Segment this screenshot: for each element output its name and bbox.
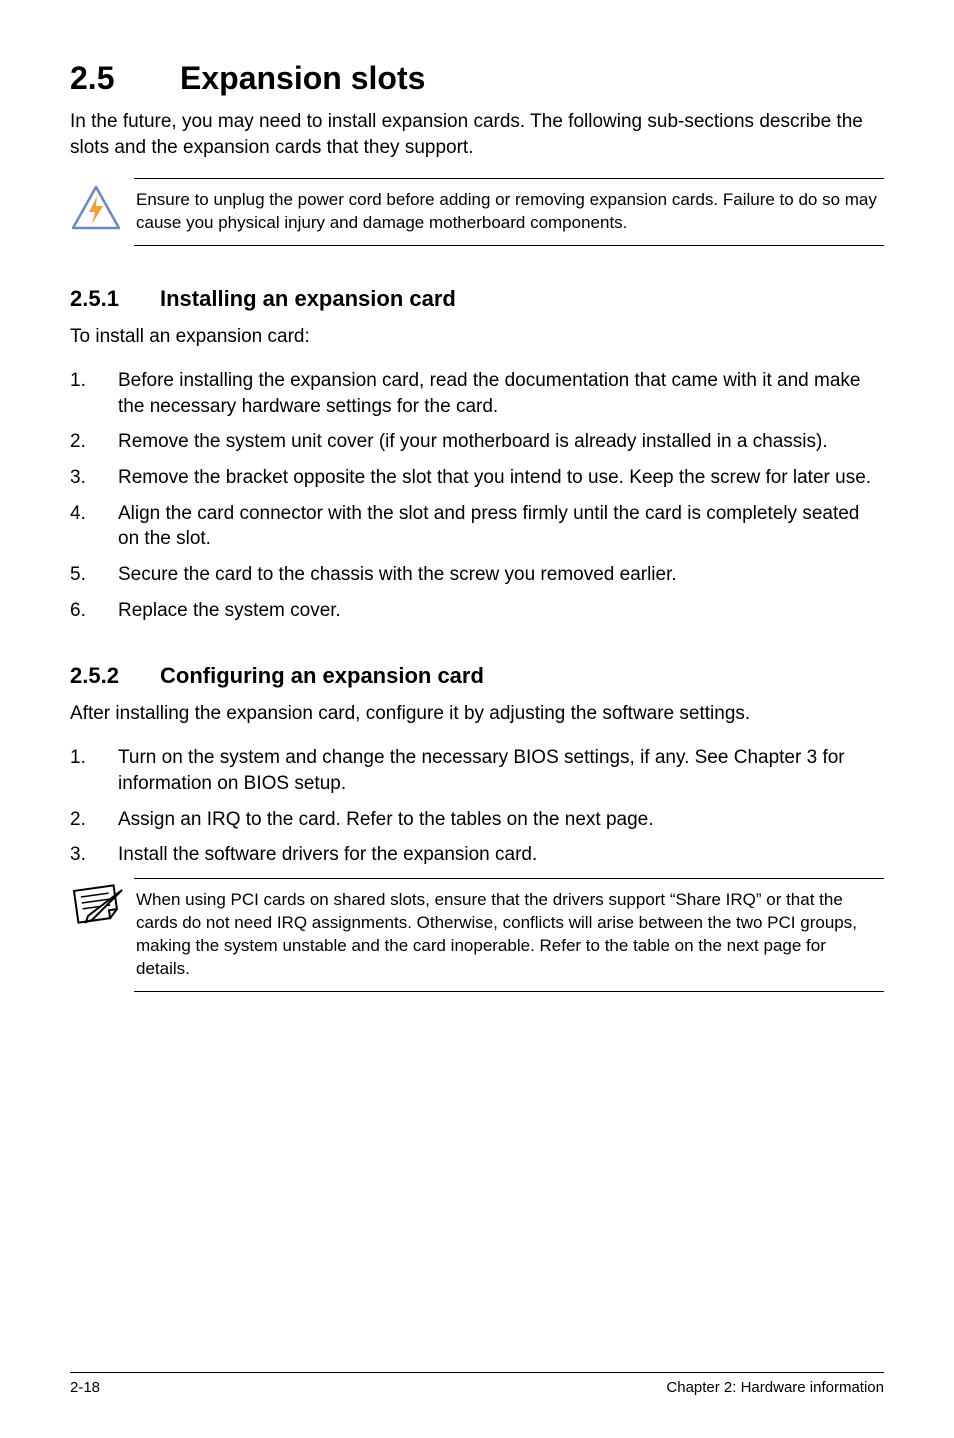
subsection-1-steps: Before installing the expansion card, re… [70,368,884,623]
warning-icon [70,178,134,232]
note-callout: When using PCI cards on shared slots, en… [70,878,884,992]
section-intro: In the future, you may need to install e… [70,109,884,160]
list-item: Install the software drivers for the exp… [70,842,884,868]
warning-callout: Ensure to unplug the power cord before a… [70,178,884,246]
subsection-1-title: Installing an expansion card [160,286,456,311]
section-heading: 2.5Expansion slots [70,60,884,97]
list-item: Align the card connector with the slot a… [70,501,884,552]
list-item: Secure the card to the chassis with the … [70,562,884,588]
list-item: Before installing the expansion card, re… [70,368,884,419]
footer-page-number: 2-18 [70,1379,100,1396]
list-item: Remove the bracket opposite the slot tha… [70,465,884,491]
page-footer: 2-18 Chapter 2: Hardware information [70,1372,884,1396]
footer-chapter: Chapter 2: Hardware information [666,1379,884,1396]
note-icon [70,878,134,928]
subsection-1-lead: To install an expansion card: [70,326,884,348]
note-text: When using PCI cards on shared slots, en… [134,878,884,992]
subsection-1-number: 2.5.1 [70,286,160,312]
subsection-1-heading: 2.5.1Installing an expansion card [70,286,884,312]
subsection-2-lead: After installing the expansion card, con… [70,703,884,725]
list-item: Replace the system cover. [70,598,884,624]
subsection-2-heading: 2.5.2Configuring an expansion card [70,663,884,689]
list-item: Remove the system unit cover (if your mo… [70,429,884,455]
list-item: Turn on the system and change the necess… [70,745,884,796]
list-item: Assign an IRQ to the card. Refer to the … [70,807,884,833]
subsection-2-title: Configuring an expansion card [160,663,484,688]
warning-text: Ensure to unplug the power cord before a… [134,178,884,246]
subsection-2-number: 2.5.2 [70,663,160,689]
section-number: 2.5 [70,60,180,97]
section-title: Expansion slots [180,60,425,96]
subsection-2-steps: Turn on the system and change the necess… [70,745,884,868]
